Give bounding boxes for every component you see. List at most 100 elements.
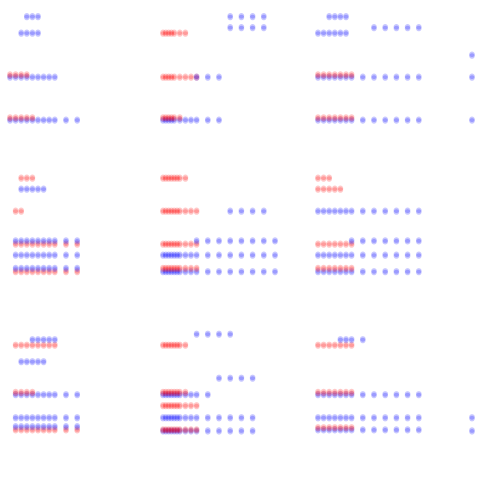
point [332, 269, 338, 276]
point [40, 337, 47, 344]
point [63, 269, 69, 276]
point [404, 238, 411, 245]
point [227, 238, 233, 245]
point [393, 392, 400, 399]
point [40, 415, 47, 422]
point [188, 268, 194, 274]
point [416, 207, 422, 214]
point [348, 268, 355, 274]
point [227, 414, 233, 420]
point [24, 269, 30, 276]
point [174, 427, 180, 433]
point [332, 266, 338, 273]
point [63, 253, 69, 259]
point [469, 118, 475, 124]
point [40, 268, 47, 274]
point [174, 209, 180, 215]
point [46, 391, 52, 397]
point [163, 73, 169, 80]
point [343, 73, 349, 80]
point [320, 424, 327, 430]
point [63, 242, 69, 248]
point [40, 269, 47, 276]
point [163, 391, 169, 397]
point [171, 242, 177, 248]
point [160, 209, 166, 215]
point [227, 253, 233, 259]
point [174, 268, 180, 274]
point [348, 391, 355, 397]
point [326, 240, 333, 247]
panel-1-1 [7, 13, 80, 124]
point [29, 266, 36, 273]
point [404, 237, 411, 243]
point [24, 341, 30, 348]
point [12, 73, 19, 80]
point [46, 427, 52, 434]
point [24, 391, 30, 397]
point [171, 240, 177, 247]
point [320, 240, 327, 247]
point [74, 424, 80, 431]
point [343, 341, 349, 348]
point [371, 24, 377, 30]
point [63, 414, 69, 420]
panel-3-1 [12, 336, 80, 434]
point [188, 251, 194, 258]
point [165, 429, 172, 435]
point [360, 392, 366, 399]
point [205, 73, 211, 80]
panel-2-1 [12, 174, 80, 276]
point [193, 75, 200, 81]
point [193, 242, 200, 248]
point [404, 426, 411, 432]
point [337, 427, 344, 434]
point [205, 269, 211, 276]
point [337, 114, 344, 120]
point [205, 414, 211, 420]
point [360, 414, 366, 420]
point [24, 174, 30, 181]
point [52, 253, 58, 259]
point [315, 115, 321, 122]
point [320, 176, 327, 182]
point [320, 29, 327, 36]
point [177, 29, 183, 36]
point [18, 269, 25, 276]
point [337, 337, 344, 344]
point [177, 174, 183, 181]
point [46, 242, 52, 248]
point [12, 415, 19, 422]
point [320, 251, 327, 258]
point [171, 427, 177, 434]
point [238, 376, 245, 382]
point [174, 426, 180, 432]
point [182, 343, 189, 349]
point [332, 29, 338, 36]
point [249, 427, 256, 433]
point [74, 268, 80, 274]
point [35, 266, 41, 273]
point [24, 187, 30, 193]
point [326, 116, 333, 123]
point [332, 71, 338, 77]
point [326, 13, 333, 19]
point [371, 75, 377, 81]
point [249, 269, 256, 276]
point [177, 251, 183, 258]
point [227, 13, 233, 19]
point [174, 253, 180, 259]
point [29, 415, 36, 422]
point [332, 185, 338, 192]
point [272, 269, 278, 276]
point [52, 240, 58, 247]
point [249, 268, 256, 274]
point [193, 266, 200, 273]
point [63, 392, 69, 399]
point [182, 251, 189, 258]
point [188, 116, 194, 123]
point [193, 414, 200, 420]
point [332, 253, 338, 259]
point [182, 403, 189, 410]
point [337, 14, 344, 21]
